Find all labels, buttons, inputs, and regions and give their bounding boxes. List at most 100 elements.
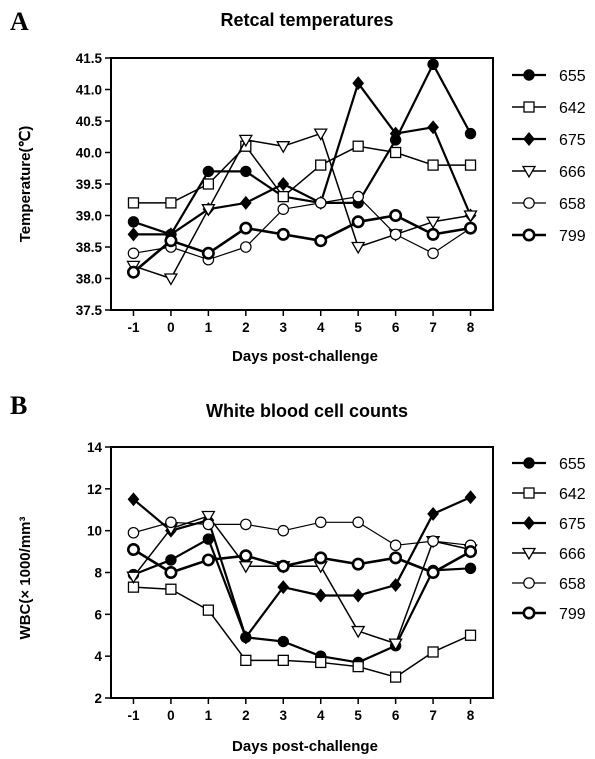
data-point-799 — [351, 215, 365, 229]
x-tick-label: 2 — [242, 708, 250, 723]
legend-label: 666 — [559, 164, 586, 181]
series-group-b — [126, 490, 478, 683]
y-tick-label: 8 — [94, 566, 102, 581]
legend-b: 655 642 675 666 658 799 — [512, 456, 586, 623]
legend-item-658: 658 — [512, 576, 586, 593]
data-point-642 — [240, 654, 252, 666]
panel-letter-a: A — [10, 7, 29, 36]
x-tick-label: -1 — [127, 320, 139, 335]
x-tick-label: 1 — [205, 708, 213, 723]
data-point-658 — [389, 228, 402, 241]
data-point-658 — [314, 197, 327, 209]
data-point-666 — [351, 241, 366, 255]
data-point-642 — [464, 159, 477, 171]
x-axis-label-b: Days post-challenge — [232, 738, 378, 755]
legend-item-675: 675 — [512, 132, 586, 149]
series-666 — [126, 128, 478, 286]
data-point-799 — [351, 557, 365, 571]
data-point-642 — [464, 629, 477, 641]
data-point-799 — [389, 209, 403, 223]
series-line-642 — [133, 586, 471, 678]
data-point-675 — [127, 227, 140, 242]
data-point-655 — [202, 165, 215, 178]
data-point-642 — [427, 646, 439, 658]
y-tick-label: 37.5 — [76, 303, 103, 318]
data-point-642 — [277, 654, 289, 666]
data-point-799 — [126, 265, 140, 279]
data-point-666 — [201, 204, 216, 217]
y-tick-label: 40.5 — [76, 114, 103, 129]
legend-label: 666 — [559, 546, 586, 563]
series-line-655 — [133, 63, 472, 236]
data-point-799 — [464, 545, 478, 559]
series-642 — [127, 581, 477, 683]
y-axis-b: 2 4 6 8 10 12 14 — [87, 440, 111, 706]
panel-letter-b: B — [10, 391, 27, 420]
x-tick-label: 5 — [354, 708, 362, 723]
data-point-658 — [352, 190, 364, 203]
data-point-799 — [239, 221, 253, 235]
series-799 — [126, 542, 478, 579]
series-line-666 — [132, 515, 471, 645]
data-point-658 — [202, 518, 215, 531]
data-point-655 — [464, 127, 477, 140]
x-tick-label: 4 — [317, 708, 325, 723]
data-point-675 — [277, 177, 290, 191]
data-point-655 — [427, 58, 439, 71]
y-tick-label: 38.5 — [76, 240, 103, 255]
series-group-a — [126, 58, 478, 286]
data-point-642 — [277, 190, 289, 203]
legend-item-642: 642 — [512, 100, 586, 117]
series-675 — [127, 76, 477, 242]
legend-marker-799 — [522, 228, 536, 242]
y-tick-label: 14 — [87, 440, 103, 455]
legend-marker-642 — [523, 101, 535, 113]
x-tick-label: 3 — [280, 320, 288, 335]
data-point-655 — [127, 216, 140, 228]
legend-marker-642 — [523, 487, 535, 499]
y-tick-label: 4 — [94, 649, 102, 664]
legend-label: 799 — [559, 606, 586, 623]
data-point-675 — [239, 630, 252, 645]
data-point-642 — [389, 671, 402, 683]
legend-item-799: 799 — [512, 228, 586, 245]
legend-item-658: 658 — [512, 196, 586, 213]
y-tick-label: 41.5 — [76, 51, 103, 66]
data-point-799 — [239, 549, 253, 563]
series-655 — [127, 533, 477, 669]
legend-item-655: 655 — [512, 68, 586, 85]
legend-item-675: 675 — [512, 516, 586, 533]
x-tick-label: 8 — [467, 708, 475, 723]
data-point-666 — [351, 625, 366, 639]
series-line-799 — [132, 548, 472, 574]
x-tick-label: 1 — [205, 320, 213, 335]
data-point-642 — [427, 159, 439, 171]
chart-title-a: Retcal temperatures — [220, 10, 393, 30]
data-point-675 — [389, 126, 402, 141]
data-point-642 — [315, 159, 327, 171]
y-tick-label: 40.0 — [76, 146, 102, 161]
data-point-666 — [163, 273, 179, 286]
data-point-666 — [425, 216, 441, 230]
legend-label: 675 — [559, 132, 586, 149]
data-point-666 — [276, 141, 291, 154]
y-axis-a: 37.5 38.0 38.5 39.0 39.5 40.0 40.5 41.0 41.5 — [76, 51, 111, 318]
data-point-666 — [313, 128, 328, 141]
data-point-799 — [464, 221, 478, 235]
data-point-675 — [464, 490, 477, 505]
series-line-799 — [132, 214, 471, 274]
y-tick-label: 10 — [87, 524, 102, 539]
legend-marker-655 — [523, 69, 535, 81]
legend-item-655: 655 — [512, 456, 586, 473]
legend-item-799: 799 — [512, 606, 586, 623]
legend-label: 642 — [559, 486, 586, 503]
series-line-658 — [133, 521, 471, 546]
data-point-642 — [352, 660, 364, 673]
data-point-642 — [202, 178, 215, 190]
legend-label: 655 — [559, 456, 586, 473]
plot-frame-a — [110, 57, 494, 311]
legend-marker-666 — [521, 547, 537, 561]
data-point-658 — [165, 516, 177, 529]
data-point-666 — [126, 571, 141, 584]
